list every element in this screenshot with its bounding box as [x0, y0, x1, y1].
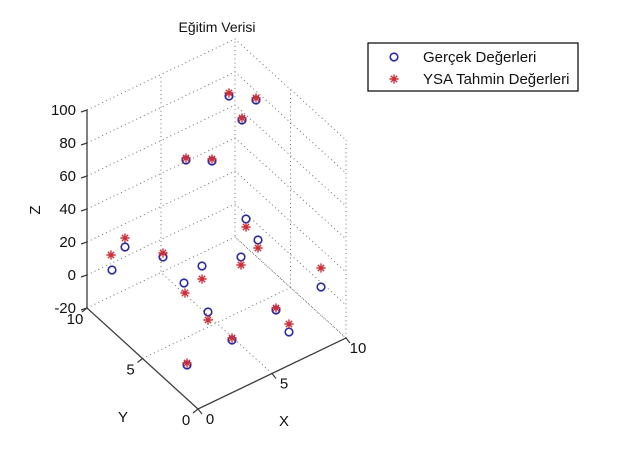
data-point-circle [316, 282, 326, 292]
y-tick-label: 5 [126, 362, 134, 379]
data-point-circle [236, 252, 246, 262]
x-grid-line [160, 74, 273, 374]
x-tick-label: 0 [206, 411, 214, 428]
data-point-circle [253, 235, 263, 245]
z-tick [80, 142, 88, 146]
z-tick-label: 60 [59, 168, 76, 185]
data-point-circle [179, 278, 189, 288]
data-point-asterisk [182, 358, 192, 368]
data-point-asterisk [241, 222, 251, 232]
data-point-asterisk [197, 274, 207, 284]
y-tick-label: 0 [182, 412, 190, 429]
x-tick-label: 10 [350, 340, 367, 357]
data-point-circle [284, 327, 294, 337]
z-grid-line [86, 170, 347, 273]
y-axis-label: Y [118, 409, 128, 426]
data-point-circle [120, 242, 130, 252]
y-tick [192, 408, 199, 414]
legend-box [367, 42, 579, 92]
z-grid-line [86, 203, 347, 306]
legend-circle-marker-icon [389, 52, 399, 62]
z-tick [80, 307, 88, 311]
x-tick [197, 408, 203, 415]
z-tick [80, 208, 88, 212]
data-point-asterisk [224, 88, 234, 98]
z-tick-label: -20 [54, 300, 76, 317]
data-point-asterisk [203, 315, 213, 325]
data-point-asterisk [181, 153, 191, 163]
z-grid-line [86, 38, 347, 141]
legend-label-predicted: YSA Tahmin Değerleri [423, 71, 569, 88]
data-point-asterisk [207, 154, 217, 164]
data-point-asterisk [158, 248, 168, 258]
z-tick-label: 80 [59, 135, 76, 152]
data-point-circle [107, 265, 117, 275]
data-point-circle [241, 214, 251, 224]
y-grid-line [142, 89, 291, 359]
z-tick [80, 241, 88, 245]
y-tick [137, 358, 143, 363]
y-tick-label: 10 [67, 311, 84, 328]
data-point-circle [197, 261, 207, 271]
legend-asterisk-marker-icon [389, 74, 399, 84]
data-point-asterisk [106, 250, 116, 260]
legend: Gerçek Değerleri YSA Tahmin Değerleri [367, 42, 579, 92]
z-axis-label: Z [27, 205, 44, 214]
data-point-asterisk [316, 263, 326, 273]
axes [80, 109, 351, 415]
x-tick [345, 337, 351, 344]
z-grid-line [86, 236, 347, 339]
z-tick [80, 175, 88, 179]
z-tick [80, 274, 88, 278]
x-tick [271, 373, 277, 379]
data-point-asterisk [227, 333, 237, 343]
z-tick-label: 20 [59, 234, 76, 251]
data-point-asterisk [236, 260, 246, 270]
grid-lines [86, 38, 347, 374]
x-axis-label: X [279, 413, 289, 430]
data-point-asterisk [253, 243, 263, 253]
x-tick-label: 5 [280, 376, 288, 393]
z-grid-line [86, 137, 347, 240]
data-point-asterisk [120, 233, 130, 243]
z-tick [80, 109, 88, 113]
data-points [106, 88, 326, 370]
chart-title: Eğitim Verisi [178, 19, 255, 35]
z-tick-label: 0 [68, 267, 76, 284]
data-point-asterisk [180, 288, 190, 298]
legend-label-actual: Gerçek Değerleri [423, 49, 536, 66]
data-point-asterisk [284, 319, 294, 329]
data-point-asterisk [251, 93, 261, 103]
z-tick-label: 100 [51, 102, 76, 119]
data-point-asterisk [237, 113, 247, 123]
data-point-circle [203, 307, 213, 317]
data-point-asterisk [271, 303, 281, 313]
z-tick-label: 40 [59, 201, 76, 218]
x-grid-line [234, 39, 347, 339]
